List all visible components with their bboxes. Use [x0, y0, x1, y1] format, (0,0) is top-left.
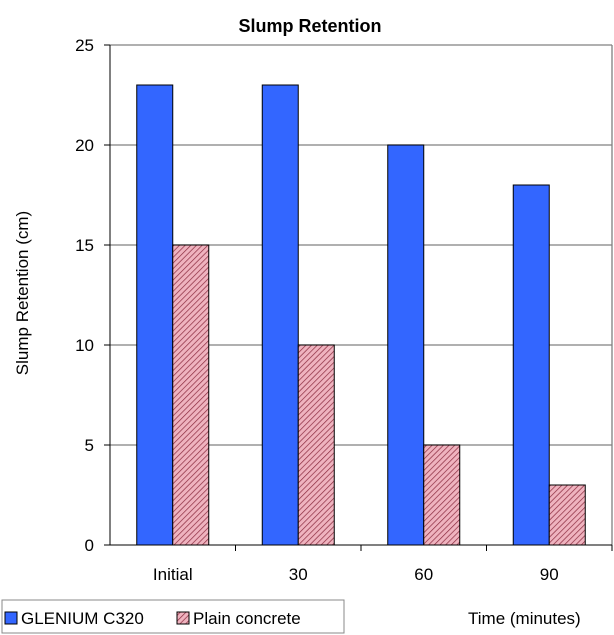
- bar-plain-Initial: [172, 244, 210, 546]
- y-tick-label: 0: [85, 536, 94, 555]
- x-tick-label: 60: [414, 565, 433, 584]
- y-axis-label: Slump Retention (cm): [13, 211, 32, 375]
- bar-plain-90: [548, 484, 586, 546]
- x-tick-label: Initial: [153, 565, 193, 584]
- bar-glenium-Initial: [136, 84, 174, 546]
- x-tick-label: 90: [540, 565, 559, 584]
- bar-glenium-90: [512, 184, 550, 546]
- legend: GLENIUM C320 Plain concrete: [1, 599, 345, 634]
- chart-title: Slump Retention: [239, 16, 382, 36]
- y-tick-labels: 0 5 10 15 20 25: [75, 36, 94, 555]
- axes: [104, 44, 613, 551]
- y-tick-label: 15: [75, 236, 94, 255]
- bar-plain-30: [297, 344, 335, 546]
- bar-glenium-60: [387, 144, 425, 546]
- bar-glenium-30: [261, 84, 299, 546]
- y-tick-label: 10: [75, 336, 94, 355]
- legend-swatch-plain: [176, 611, 190, 625]
- x-tick-label: 30: [289, 565, 308, 584]
- legend-box: [1, 599, 345, 634]
- legend-swatch-glenium: [4, 611, 18, 625]
- y-tick-label: 20: [75, 136, 94, 155]
- x-tick-labels: Initial 30 60 90: [153, 565, 559, 584]
- y-tick-label: 5: [85, 436, 94, 455]
- y-tick-label: 25: [75, 36, 94, 55]
- x-axis-label: Time (minutes): [468, 609, 581, 628]
- legend-label-plain: Plain concrete: [193, 609, 301, 628]
- bars: [136, 84, 586, 546]
- bar-plain-60: [423, 444, 461, 546]
- legend-label-glenium: GLENIUM C320: [21, 609, 144, 628]
